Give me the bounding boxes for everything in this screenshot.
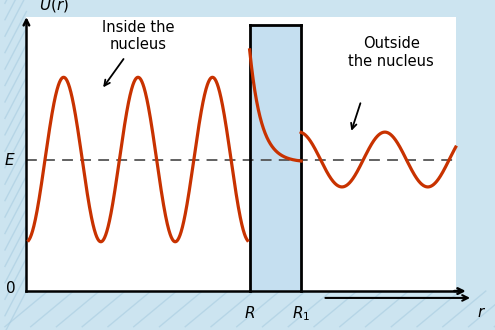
Bar — [26, 291, 490, 327]
Bar — [5, 3, 26, 327]
Text: $0$: $0$ — [5, 280, 16, 296]
Text: $r$: $r$ — [477, 305, 486, 320]
Text: $U(r)$: $U(r)$ — [39, 0, 69, 14]
Bar — [249, 25, 301, 291]
Text: Inside the
nucleus: Inside the nucleus — [102, 20, 174, 52]
Text: Outside
the nucleus: Outside the nucleus — [348, 36, 434, 69]
Bar — [26, 17, 456, 291]
Text: $R$: $R$ — [244, 305, 255, 321]
Text: $R_1$: $R_1$ — [292, 305, 310, 323]
Text: $E$: $E$ — [4, 151, 16, 168]
